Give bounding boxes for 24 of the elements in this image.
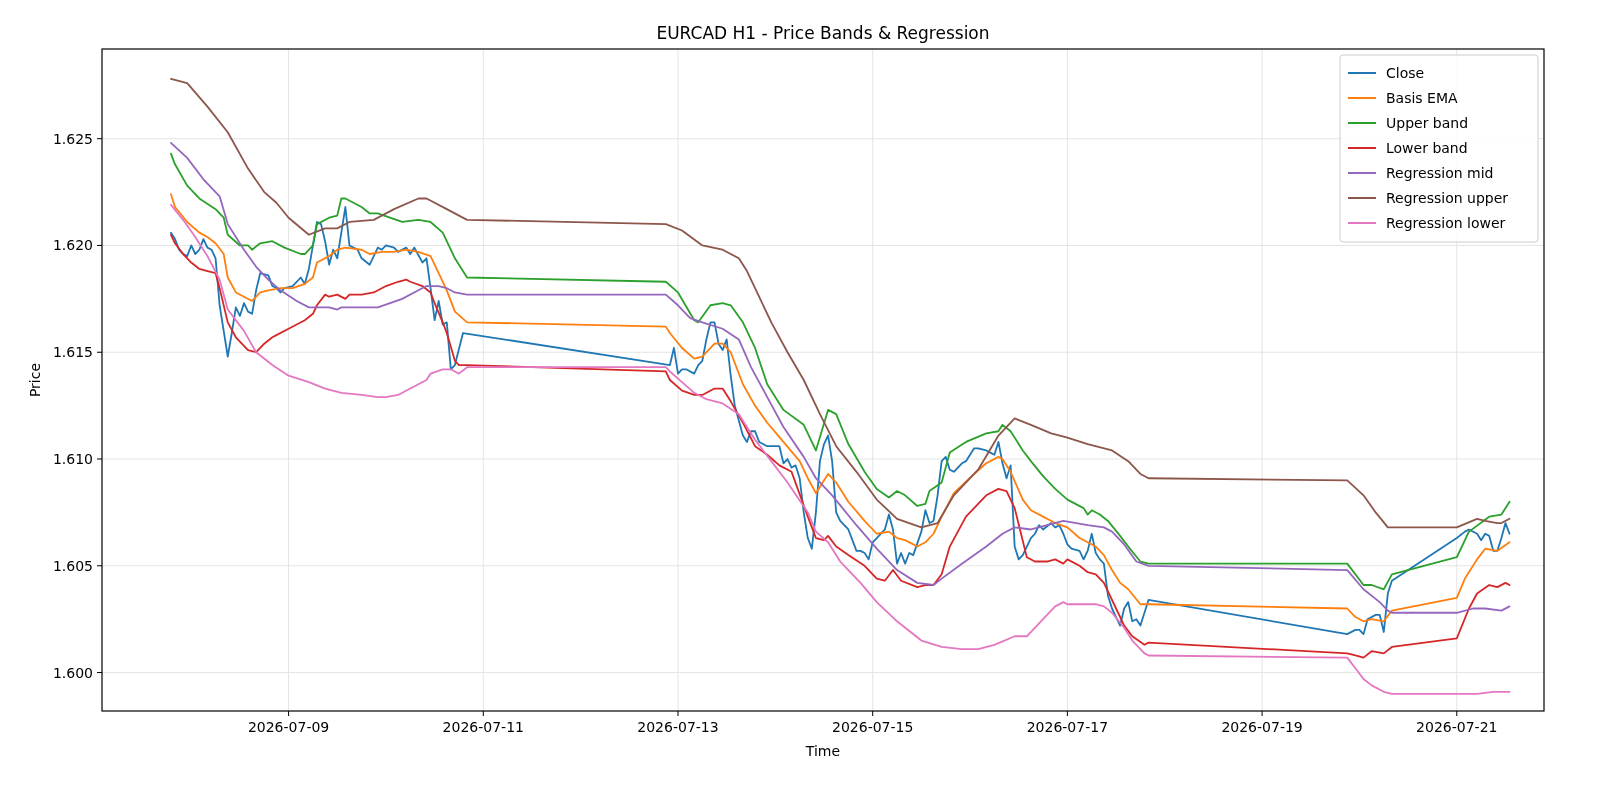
x-tick-label: 2026-07-11 (442, 719, 524, 735)
y-axis-title: Price (27, 362, 43, 398)
y-tick-label: 1.620 (52, 237, 93, 254)
chart-title: EURCAD H1 - Price Bands & Regression (656, 23, 990, 43)
y-tick-label: 1.625 (52, 130, 93, 147)
y-tick-label: 1.605 (52, 557, 93, 574)
legend-label: Close (1386, 65, 1425, 81)
legend-label: Upper band (1386, 115, 1469, 131)
x-tick-label: 2026-07-17 (1026, 719, 1109, 735)
legend-label: Regression mid (1386, 165, 1494, 181)
x-tick-label: 2026-07-19 (1221, 719, 1303, 735)
y-tick-label: 1.600 (52, 664, 93, 681)
legend-label: Regression lower (1386, 215, 1506, 231)
x-tick-label: 2026-07-09 (247, 719, 330, 735)
legend-label: Lower band (1386, 140, 1468, 156)
legend-label: Regression upper (1386, 190, 1509, 206)
line-series (170, 78, 1511, 529)
x-tick-label: 2026-07-13 (637, 719, 719, 735)
x-axis-title: Time (804, 743, 841, 759)
x-tick-label: 2026-07-21 (1416, 719, 1498, 735)
y-tick-label: 1.610 (52, 451, 93, 468)
y-tick-label: 1.615 (52, 344, 93, 361)
legend-label: Basis EMA (1386, 90, 1459, 106)
x-tick-label: 2026-07-15 (832, 719, 914, 735)
